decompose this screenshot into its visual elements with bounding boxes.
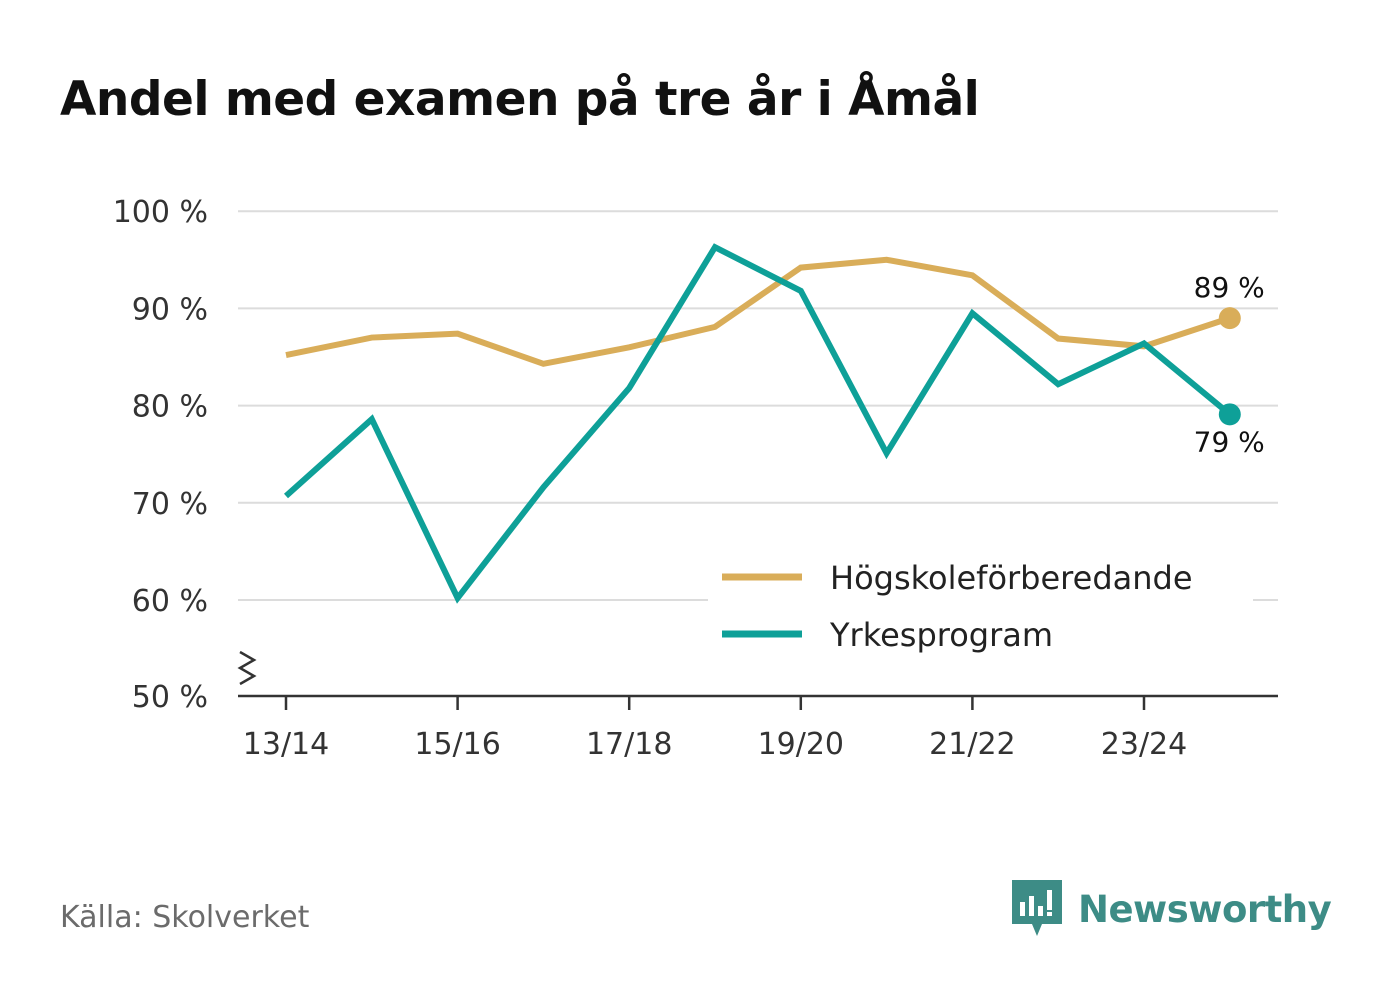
- y-tick-label: 50 %: [132, 680, 208, 715]
- x-tick-label: 19/20: [758, 727, 844, 762]
- end-value-label: 89 %: [1194, 271, 1265, 304]
- brand-name: Newsworthy: [1078, 887, 1332, 931]
- x-tick-label: 15/16: [414, 727, 500, 762]
- legend-label: Högskoleförberedande: [830, 559, 1193, 597]
- brand-logo: Newsworthy: [1010, 878, 1332, 940]
- legend-label: Yrkesprogram: [829, 616, 1053, 654]
- y-tick-label: 70 %: [132, 487, 208, 522]
- y-tick-label: 100 %: [113, 195, 208, 230]
- axis-break-icon: [237, 650, 257, 686]
- chart-title: Andel med examen på tre år i Åmål: [60, 72, 980, 127]
- y-tick-label: 90 %: [132, 292, 208, 327]
- end-point-marker: [1218, 403, 1241, 426]
- axes: 50 % 60 % 70 % 80 % 90 % 100 % 13/14 15/16 17/18…: [113, 195, 1278, 762]
- y-tick-label: 80 %: [132, 390, 208, 425]
- x-tick-label: 23/24: [1101, 727, 1187, 762]
- end-labels: 89 % 79 %: [1194, 271, 1265, 458]
- source-note: Källa: Skolverket: [60, 900, 310, 935]
- legend-background: [708, 548, 1253, 660]
- series-line-hogskoleforberedande: [285, 256, 1231, 367]
- x-tick-label: 17/18: [586, 727, 672, 762]
- series-lines: [283, 243, 1241, 604]
- x-tick-label: 13/14: [243, 727, 329, 762]
- y-tick-label: 60 %: [132, 584, 208, 619]
- x-tick-label: 21/22: [929, 727, 1015, 762]
- newsworthy-logo-icon: [1012, 880, 1062, 936]
- end-value-label: 79 %: [1194, 425, 1265, 458]
- series-line-yrkesprogram: [283, 243, 1232, 604]
- end-point-marker: [1218, 307, 1241, 330]
- legend: Högskoleförberedande Yrkesprogram: [708, 548, 1253, 660]
